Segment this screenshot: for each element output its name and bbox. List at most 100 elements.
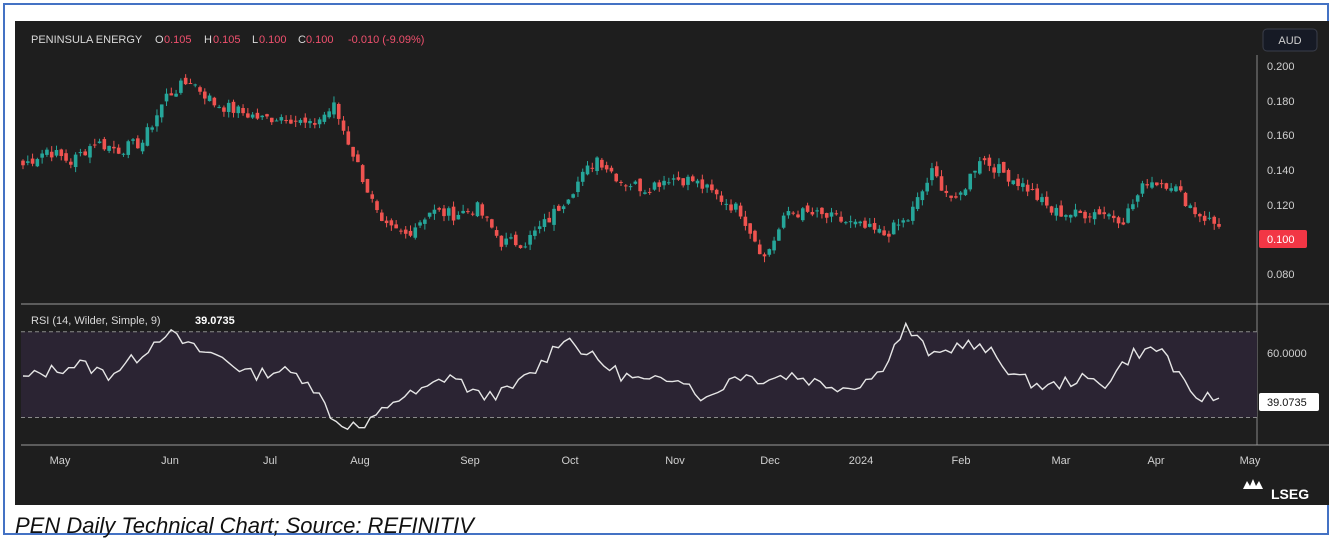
- month-label: Sep: [460, 455, 480, 467]
- open-value: 0.105: [164, 34, 192, 46]
- candle-body: [657, 182, 662, 187]
- candle-body: [25, 161, 30, 163]
- candle-body: [1068, 214, 1073, 218]
- candle-body: [1159, 183, 1164, 185]
- month-label: Nov: [665, 455, 685, 467]
- candle-body: [356, 154, 360, 163]
- candle-body: [882, 230, 886, 236]
- candle-body: [284, 120, 288, 122]
- candle-body: [1116, 217, 1121, 224]
- candle-body: [1126, 208, 1130, 223]
- candle-body: [777, 229, 781, 241]
- candle-body: [241, 107, 245, 114]
- candle-body: [1198, 214, 1202, 217]
- currency-button[interactable]: AUD: [1262, 28, 1318, 52]
- candle-body: [1155, 182, 1159, 186]
- candle-body: [1150, 182, 1154, 188]
- candle-body: [805, 205, 810, 212]
- candle-body: [848, 221, 853, 223]
- candle-body: [1102, 212, 1106, 215]
- candle-body: [1073, 209, 1078, 217]
- candle-body: [734, 203, 738, 210]
- high-label: H: [204, 34, 212, 46]
- candle-body: [834, 213, 839, 215]
- candle-body: [260, 115, 264, 118]
- candle-body: [1169, 188, 1173, 191]
- price-tick: 0.200: [1267, 61, 1295, 73]
- candle-body: [437, 208, 442, 210]
- candle-body: [88, 146, 92, 158]
- candle-body: [810, 211, 815, 215]
- candle-body: [753, 230, 757, 242]
- rsi-label: RSI (14, Wilder, Simple, 9): [31, 315, 161, 327]
- candle-body: [681, 178, 685, 186]
- candle-body: [839, 216, 843, 222]
- lseg-logo: LSEG: [1243, 479, 1309, 502]
- candle-body: [466, 211, 470, 213]
- candle-body: [92, 144, 97, 146]
- month-label: May: [50, 455, 71, 467]
- candle-body: [317, 119, 322, 125]
- candle-body: [743, 216, 748, 226]
- candle-body: [394, 224, 398, 229]
- rsi-line: [22, 321, 1220, 431]
- candle-body: [724, 203, 729, 205]
- candle-body: [1040, 197, 1044, 203]
- candle-body: [322, 114, 327, 122]
- price-tick: 0.180: [1267, 96, 1295, 108]
- candle-body: [69, 161, 73, 165]
- candle-body: [389, 220, 394, 226]
- candle-body: [202, 91, 207, 99]
- candle-body: [1011, 180, 1016, 185]
- candle-body: [107, 145, 111, 151]
- candle-body: [174, 93, 178, 97]
- high-value: 0.105: [213, 34, 241, 46]
- candle-body: [121, 153, 126, 155]
- candle-body: [609, 167, 614, 172]
- month-label: Jun: [161, 455, 179, 467]
- close-label: C: [298, 34, 306, 46]
- candle-body: [1178, 186, 1183, 191]
- candle-body: [35, 159, 40, 167]
- candle-body: [73, 154, 78, 168]
- candle-body: [360, 165, 365, 183]
- candle-body: [561, 206, 566, 210]
- candle-body: [274, 120, 279, 122]
- candle-body: [824, 213, 829, 218]
- candle-body: [226, 102, 231, 113]
- candle-body: [427, 212, 432, 217]
- candle-body: [973, 170, 977, 173]
- candle-body: [791, 212, 796, 214]
- candle-body: [403, 229, 408, 234]
- candle-body: [518, 245, 523, 249]
- candle-body: [1188, 205, 1193, 208]
- candle-body: [169, 93, 174, 96]
- rsi-tick: 60.0000: [1267, 348, 1307, 360]
- candle-body: [370, 194, 375, 199]
- candle-body: [671, 178, 676, 180]
- month-label: Dec: [760, 455, 780, 467]
- figure-frame: PENINSULA ENERGY O 0.105 H 0.105 L 0.100…: [3, 3, 1329, 538]
- price-axis: 0.200 0.180 0.160 0.140 0.120 0.080: [1267, 61, 1295, 281]
- candle-body: [533, 230, 537, 236]
- candle-body: [1193, 207, 1197, 215]
- candle-body: [193, 84, 198, 86]
- candle-body: [887, 233, 891, 237]
- month-label: Mar: [1052, 455, 1071, 467]
- candle-body: [1001, 161, 1006, 173]
- candle-body: [504, 238, 508, 245]
- candle-body: [705, 184, 709, 188]
- candle-body: [911, 206, 915, 221]
- candle-body: [643, 192, 647, 194]
- candle-body: [1092, 212, 1097, 220]
- candle-body: [116, 147, 121, 154]
- candle-body: [432, 209, 437, 214]
- candle-body: [542, 219, 547, 227]
- candle-body: [365, 178, 370, 193]
- candle-body: [877, 228, 882, 233]
- candle-body: [1145, 184, 1150, 186]
- candle-body: [1016, 178, 1020, 186]
- candle-body: [667, 182, 671, 184]
- candle-body: [231, 101, 236, 113]
- candle-body: [978, 161, 982, 174]
